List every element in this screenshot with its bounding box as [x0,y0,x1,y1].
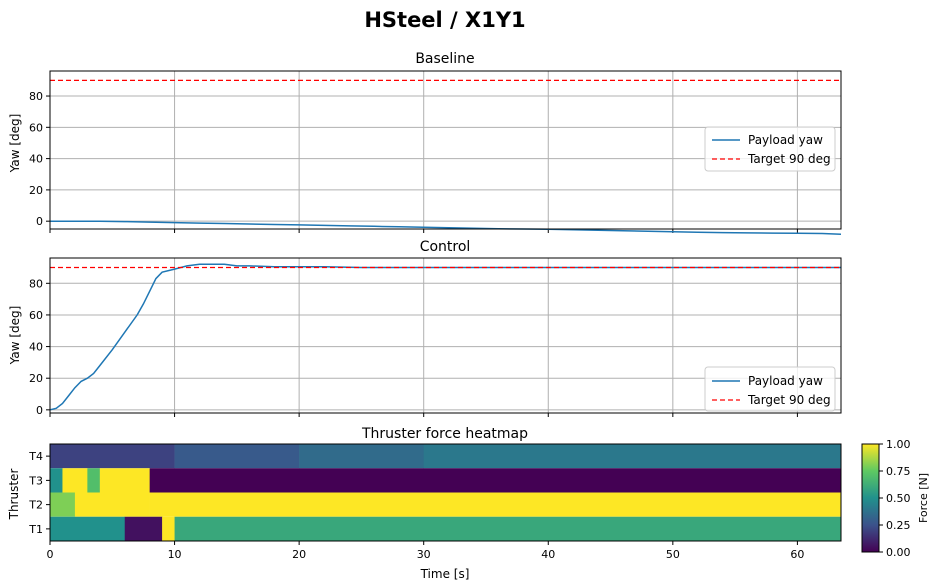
ytick-label: 0 [36,215,43,228]
control-ylabel: Yaw [deg] [8,306,22,366]
xtick-label: 20 [292,548,306,561]
heatmap-title: Thruster force heatmap [361,426,528,442]
heatmap-cell-t1 [50,516,126,541]
heatmap-ticks: T4 T3 T2 T1 0 10 20 30 40 50 60 [28,450,804,561]
ytick-label: 40 [29,153,43,166]
heatmap-cell-t1 [174,516,842,541]
heatmap-cell-t3 [62,468,88,493]
control-legend: Payload yaw Target 90 deg [704,366,836,412]
heatmap-cell-t2 [74,492,101,517]
heatmap-cell-t4 [299,444,425,469]
figure-title: HSteel / X1Y1 [364,8,525,32]
baseline-ticks: 0 20 40 60 80 [29,90,798,233]
control-legend-label-target: Target 90 deg [747,393,831,407]
ytick-label: 80 [29,90,43,103]
ytick-label: 60 [29,121,43,134]
heatmap-cells [50,444,842,541]
baseline-ylabel: Yaw [deg] [8,114,22,174]
colorbar: 0.00 0.25 0.50 0.75 1.00 Force [N] [861,438,930,559]
heatmap-cell-t1 [124,516,163,541]
ytick-label: 80 [29,277,43,290]
ytick-label: 20 [29,372,43,385]
baseline-legend-label-target: Target 90 deg [747,152,831,166]
heatmap-cell-t2 [149,492,842,517]
heatmap-ylabel: Thruster [7,469,21,521]
control-axes-frame [49,257,842,414]
ytick-label: 40 [29,341,43,354]
heatmap-cell-t3 [87,468,101,493]
heatmap-cell-t1 [162,516,175,541]
heatmap-cell-t2 [99,492,150,517]
ytick-label: 0 [36,404,43,417]
payload-yaw-line [50,220,842,235]
heatmap-panel: Thruster force heatmap Thruster Time [s]… [7,426,930,581]
colorbar-tick-label: 0.75 [886,465,911,478]
heatmap-row-label: T3 [28,474,43,487]
heatmap-cell-t3 [149,468,842,493]
heatmap-row-label: T2 [28,499,43,512]
heatmap-cell-t3 [99,468,150,493]
xtick-label: 10 [168,548,182,561]
control-legend-label-yaw: Payload yaw [748,374,823,388]
colorbar-gradient [861,443,880,553]
baseline-panel: Baseline Yaw [deg] 0 20 40 60 80 Payload yaw… [8,51,842,235]
heatmap-cell-t3 [50,468,63,493]
heatmap-row-label: T4 [28,450,43,463]
baseline-lines [50,79,842,235]
ytick-label: 20 [29,184,43,197]
baseline-legend: Payload yaw Target 90 deg [704,126,836,172]
xtick-label: 60 [790,548,804,561]
ytick-label: 60 [29,309,43,322]
heatmap-cell-t4 [174,444,300,469]
heatmap-xlabel: Time [s] [420,567,470,581]
heatmap-cell-t2 [50,492,76,517]
control-lines [49,263,841,411]
colorbar-ticks: 0.00 0.25 0.50 0.75 1.00 [879,438,911,559]
baseline-title: Baseline [415,51,474,67]
control-panel: Control Yaw [deg] 0 20 40 60 80 Payload yaw … [8,239,842,417]
xtick-label: 40 [541,548,555,561]
xtick-label: 50 [666,548,680,561]
baseline-legend-label-yaw: Payload yaw [748,133,823,147]
heatmap-cell-t4 [423,444,842,469]
heatmap-axes-frame [49,443,842,542]
baseline-axes-frame [49,70,842,230]
xtick-label: 0 [47,548,54,561]
colorbar-tick-label: 1.00 [886,438,911,451]
control-title: Control [420,239,471,255]
xtick-label: 30 [417,548,431,561]
colorbar-tick-label: 0.25 [886,519,911,532]
control-ticks: 0 20 40 60 80 [29,277,798,417]
colorbar-tick-label: 0.00 [886,546,911,559]
colorbar-tick-label: 0.50 [886,492,911,505]
colorbar-label: Force [N] [917,473,930,523]
heatmap-row-label: T1 [28,523,43,536]
heatmap-cell-t4 [50,444,175,469]
